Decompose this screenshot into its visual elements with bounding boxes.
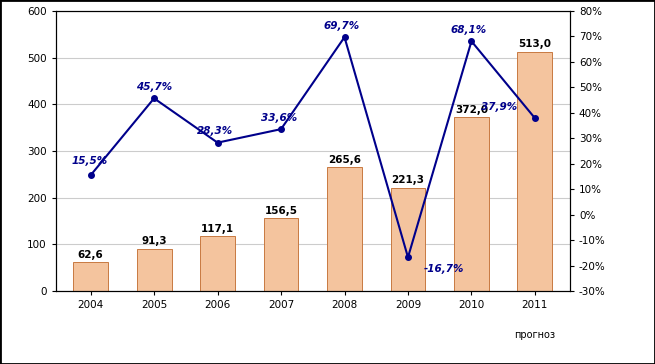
Text: 372,0: 372,0 xyxy=(455,105,488,115)
Bar xyxy=(137,249,172,291)
Text: 91,3: 91,3 xyxy=(141,236,167,246)
Text: прогноз: прогноз xyxy=(514,330,555,340)
Text: 37,9%: 37,9% xyxy=(481,102,517,112)
Text: 33,6%: 33,6% xyxy=(261,113,297,123)
Text: -16,7%: -16,7% xyxy=(424,264,464,274)
Text: 69,7%: 69,7% xyxy=(324,21,360,31)
Text: 156,5: 156,5 xyxy=(265,206,297,216)
Text: 265,6: 265,6 xyxy=(328,155,361,165)
Bar xyxy=(517,52,552,291)
Bar xyxy=(390,188,426,291)
Bar xyxy=(327,167,362,291)
Text: 221,3: 221,3 xyxy=(392,175,424,186)
Text: 28,3%: 28,3% xyxy=(197,126,233,136)
Text: 62,6: 62,6 xyxy=(78,250,103,260)
Text: 45,7%: 45,7% xyxy=(136,82,172,92)
Text: 117,1: 117,1 xyxy=(201,224,234,234)
Bar xyxy=(73,262,108,291)
Text: 15,5%: 15,5% xyxy=(71,157,107,166)
Bar xyxy=(263,218,299,291)
Bar xyxy=(200,237,235,291)
Text: 68,1%: 68,1% xyxy=(450,25,487,35)
Text: 513,0: 513,0 xyxy=(519,39,552,49)
Bar xyxy=(454,118,489,291)
